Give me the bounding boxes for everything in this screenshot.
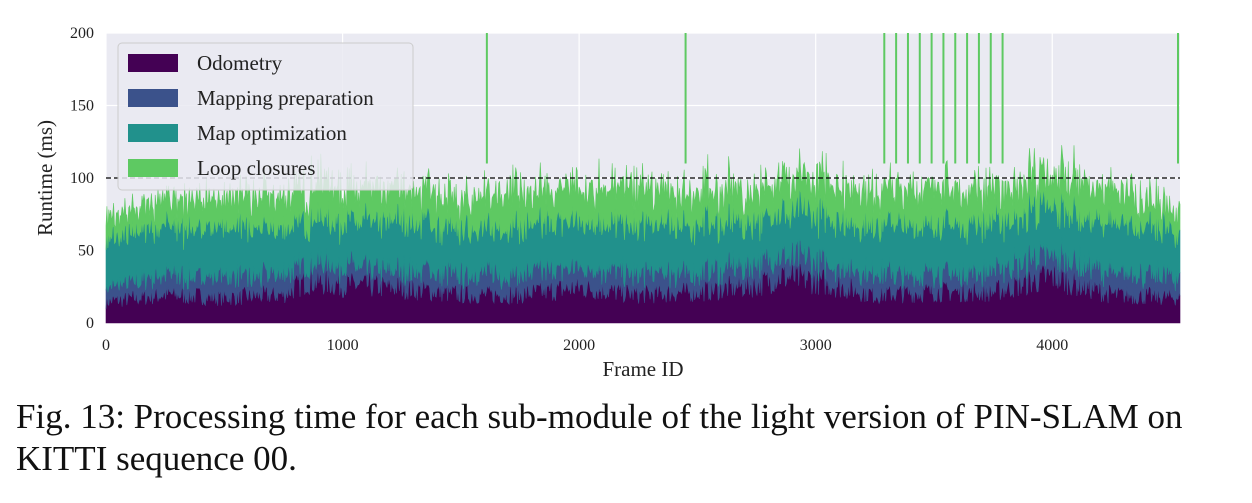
- legend-label: Odometry: [197, 51, 283, 75]
- legend-label: Mapping preparation: [197, 86, 374, 110]
- legend: Odometry Mapping preparation Map optimizat…: [117, 42, 414, 191]
- y-tick-label: 150: [70, 98, 94, 115]
- legend-swatch: [128, 54, 178, 72]
- y-tick-label: 0: [86, 315, 94, 332]
- series-areas: [105, 145, 1181, 324]
- legend-swatch: [128, 124, 178, 142]
- loop-closure-spikes: [485, 33, 1179, 164]
- x-tick-label: 2000: [563, 337, 595, 354]
- y-tick-label: 50: [78, 243, 94, 260]
- legend-label: Map optimization: [197, 121, 347, 145]
- legend-swatch: [128, 89, 178, 107]
- x-tick-label: 0: [102, 337, 110, 354]
- y-tick-label: 200: [70, 25, 94, 42]
- legend-swatch: [128, 159, 178, 177]
- x-tick-label: 3000: [800, 337, 832, 354]
- x-tick-label: 1000: [327, 337, 359, 354]
- x-tick-label: 4000: [1036, 337, 1068, 354]
- legend-label: Loop closures: [197, 156, 315, 180]
- x-axis-ticks: 0 1000 2000 3000 4000: [102, 337, 1068, 354]
- series-area-loop-closures: [105, 145, 1181, 250]
- y-tick-label: 100: [70, 170, 94, 187]
- y-axis-label: Runtime (ms): [33, 120, 57, 236]
- y-axis-ticks: 0 50 100 150 200: [70, 25, 94, 332]
- figure-caption: Fig. 13: Processing time for each sub-mo…: [16, 397, 1183, 478]
- x-axis-label: Frame ID: [602, 357, 683, 381]
- legend-frame: [117, 42, 414, 191]
